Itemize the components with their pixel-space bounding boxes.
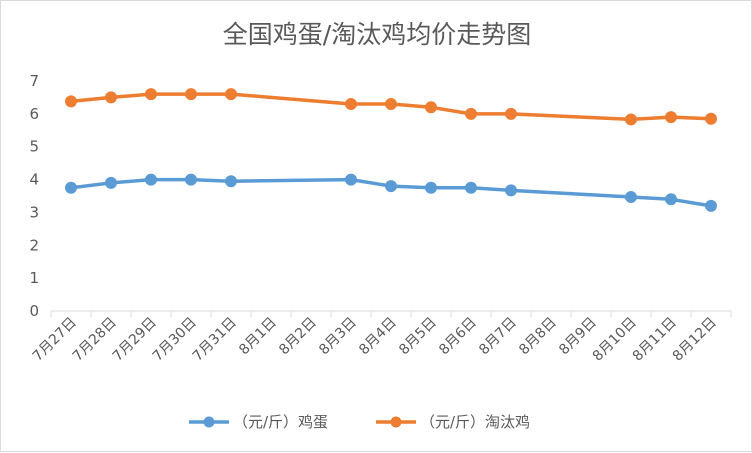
legend-marker: [203, 416, 215, 428]
data-point: [505, 107, 517, 120]
data-point: [425, 101, 437, 114]
x-tick-label: 8月12日: [670, 315, 720, 365]
y-tick-label: 5: [29, 138, 39, 156]
x-tick-label: 8月6日: [436, 315, 480, 359]
y-tick-label: 1: [29, 269, 39, 287]
data-point: [465, 181, 477, 194]
legend-label: （元/斤）鸡蛋: [233, 413, 328, 431]
data-point: [185, 173, 197, 186]
y-tick-label: 3: [29, 203, 39, 221]
y-tick-label: 4: [29, 171, 39, 189]
data-point: [705, 112, 717, 125]
data-point: [145, 173, 157, 186]
legend-label: （元/斤）淘汰鸡: [420, 413, 530, 431]
y-tick-label: 2: [29, 236, 39, 254]
x-tick-label: 8月3日: [316, 315, 360, 359]
data-point: [665, 193, 677, 206]
x-tick-label: 8月1日: [236, 315, 280, 359]
chart-title: 全国鸡蛋/淘汰鸡均价走势图: [222, 20, 532, 49]
data-point: [385, 180, 397, 193]
data-point: [225, 88, 237, 101]
data-point: [385, 98, 397, 110]
data-point: [705, 199, 717, 212]
x-tick-label: 8月8日: [516, 315, 560, 359]
data-point: [225, 175, 237, 188]
x-tick-label: 8月7日: [476, 315, 520, 359]
y-tick-label: 7: [29, 72, 39, 90]
data-point: [665, 111, 677, 124]
data-point: [505, 184, 517, 197]
x-tick-label: 8月4日: [356, 315, 400, 359]
data-point: [625, 113, 637, 126]
data-point: [105, 176, 117, 189]
data-point: [425, 181, 437, 194]
y-tick-label: 0: [29, 302, 39, 320]
legend-marker: [390, 416, 402, 428]
data-point: [465, 107, 477, 120]
data-point: [185, 88, 197, 101]
data-point: [145, 88, 157, 101]
x-tick-label: 7月31日: [190, 315, 240, 365]
data-point: [65, 181, 77, 194]
data-point: [345, 173, 357, 186]
y-tick-label: 6: [29, 105, 39, 123]
data-point: [345, 98, 357, 110]
data-point: [65, 95, 77, 108]
data-point: [625, 190, 637, 203]
data-point: [105, 91, 117, 104]
x-tick-label: 8月2日: [276, 315, 320, 359]
x-tick-label: 8月5日: [396, 315, 440, 359]
